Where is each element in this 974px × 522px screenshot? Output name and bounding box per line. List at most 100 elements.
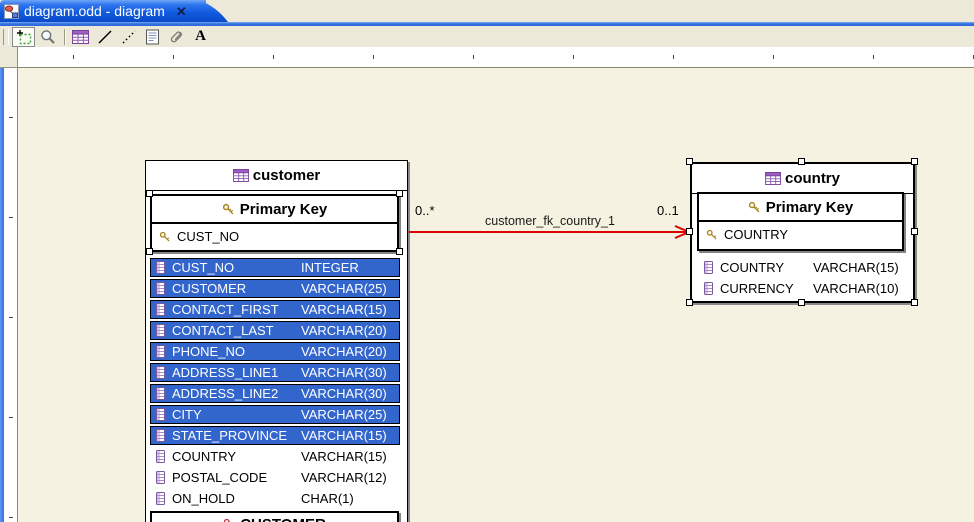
column-row[interactable]: CUST_NO INTEGER bbox=[150, 258, 400, 277]
column-name: ON_HOLD bbox=[172, 491, 235, 506]
column-type: VARCHAR(30) bbox=[301, 365, 387, 380]
column-type: VARCHAR(15) bbox=[301, 428, 387, 443]
entity-title: customer bbox=[252, 167, 321, 184]
table-icon bbox=[765, 172, 781, 185]
country-primary-key-box[interactable]: Primary Key COUNTRY bbox=[697, 192, 904, 251]
column-type: VARCHAR(10) bbox=[813, 281, 899, 296]
tab-close-icon[interactable]: ✕ bbox=[175, 3, 187, 19]
column-icon bbox=[156, 261, 165, 274]
tab-diagram[interactable]: diagram.odd - diagram ✕ bbox=[0, 0, 206, 22]
selection-handle[interactable] bbox=[146, 248, 153, 255]
column-name: CUSTOMER bbox=[172, 281, 247, 296]
selection-handle[interactable] bbox=[911, 299, 918, 306]
column-name: CUST_NO bbox=[172, 260, 235, 275]
column-row[interactable]: ON_HOLD CHAR(1) bbox=[150, 489, 400, 508]
selection-handle[interactable] bbox=[686, 228, 693, 235]
toolbar-grip[interactable] bbox=[3, 28, 9, 45]
horizontal-ruler[interactable] bbox=[18, 47, 974, 68]
column-icon bbox=[156, 345, 165, 358]
column-row[interactable]: POSTAL_CODE VARCHAR(12) bbox=[150, 468, 400, 487]
text-tool-icon: A bbox=[195, 28, 206, 44]
column-row[interactable]: CONTACT_LAST VARCHAR(20) bbox=[150, 321, 400, 340]
column-row[interactable]: CITY VARCHAR(25) bbox=[150, 405, 400, 424]
column-row[interactable]: CUSTOMER VARCHAR(25) bbox=[150, 279, 400, 298]
column-icon bbox=[156, 492, 165, 505]
selection-handle[interactable] bbox=[911, 158, 918, 165]
column-name: PHONE_NO bbox=[172, 344, 245, 359]
attachment-tool-button[interactable] bbox=[165, 27, 188, 47]
column-name: CONTACT_LAST bbox=[172, 323, 274, 338]
selection-handle[interactable] bbox=[396, 248, 403, 255]
primary-key-label: Primary Key bbox=[765, 198, 854, 216]
column-type: INTEGER bbox=[301, 260, 359, 275]
column-row[interactable]: ADDRESS_LINE2 VARCHAR(30) bbox=[150, 384, 400, 403]
primary-key-label: Primary Key bbox=[239, 200, 328, 218]
selection-handle[interactable] bbox=[798, 158, 805, 165]
column-icon bbox=[156, 324, 165, 337]
column-name: ADDRESS_LINE1 bbox=[172, 365, 279, 380]
line-tool-button[interactable] bbox=[93, 27, 116, 47]
column-type: VARCHAR(30) bbox=[301, 386, 387, 401]
vertical-ruler[interactable] bbox=[0, 68, 18, 522]
diagram-file-icon bbox=[4, 3, 19, 19]
selection-handle[interactable] bbox=[686, 158, 693, 165]
column-icon bbox=[156, 303, 165, 316]
editor-tab-bar: diagram.odd - diagram ✕ bbox=[0, 0, 974, 22]
selection-handle[interactable] bbox=[911, 228, 918, 235]
attachment-icon bbox=[169, 29, 185, 45]
table-tool-button[interactable] bbox=[69, 27, 92, 47]
column-name: CITY bbox=[172, 407, 202, 422]
column-icon bbox=[156, 429, 165, 442]
note-tool-button[interactable] bbox=[141, 27, 164, 47]
selection-handle[interactable] bbox=[146, 190, 153, 197]
relationship-name[interactable]: customer_fk_country_1 bbox=[485, 214, 615, 228]
primary-key-icon bbox=[222, 203, 235, 216]
primary-key-field-name: CUST_NO bbox=[177, 229, 240, 244]
column-name: CURRENCY bbox=[720, 281, 794, 296]
column-row[interactable]: ADDRESS_LINE1 VARCHAR(30) bbox=[150, 363, 400, 382]
text-tool-button[interactable]: A bbox=[189, 27, 212, 47]
extra-section-title: CUSTOMER bbox=[240, 516, 326, 522]
column-row[interactable]: STATE_PROVINCE VARCHAR(15) bbox=[150, 426, 400, 445]
table-icon bbox=[232, 169, 249, 182]
column-row[interactable]: COUNTRY VARCHAR(15) bbox=[698, 258, 908, 277]
country-columns: COUNTRY VARCHAR(15) CURRENCY VARCHAR(10) bbox=[698, 258, 908, 300]
marquee-select-button[interactable] bbox=[12, 26, 35, 47]
tab-title: diagram.odd - diagram bbox=[24, 3, 165, 19]
column-row[interactable]: CONTACT_FIRST VARCHAR(15) bbox=[150, 300, 400, 319]
column-icon bbox=[704, 282, 713, 295]
dashed-line-tool-button[interactable] bbox=[117, 27, 140, 47]
customer-columns: CUST_NO INTEGER CUSTOMER VARCHAR(25) CON… bbox=[150, 258, 400, 510]
column-type: CHAR(1) bbox=[301, 491, 354, 506]
selection-handle[interactable] bbox=[686, 299, 693, 306]
entity-customer-header[interactable]: customer bbox=[146, 161, 407, 191]
relationship-target-cardinality: 0..1 bbox=[657, 203, 679, 218]
column-type: VARCHAR(15) bbox=[301, 449, 387, 464]
column-name: STATE_PROVINCE bbox=[172, 428, 288, 443]
entity-country-header[interactable]: country bbox=[692, 164, 913, 194]
primary-key-field[interactable]: COUNTRY bbox=[699, 222, 902, 247]
key-icon bbox=[159, 231, 171, 243]
column-row[interactable]: COUNTRY VARCHAR(15) bbox=[150, 447, 400, 466]
relationship-line[interactable] bbox=[408, 231, 689, 233]
primary-key-header: Primary Key bbox=[699, 194, 902, 222]
marquee-select-icon bbox=[16, 29, 32, 45]
column-type: VARCHAR(12) bbox=[301, 470, 387, 485]
entity-customer[interactable]: customer Primary Key CUST_NO CUST_NO INT… bbox=[145, 160, 408, 522]
customer-extra-compartment[interactable]: CUSTOMER bbox=[150, 511, 399, 522]
relationship-source-cardinality: 0..* bbox=[415, 203, 435, 218]
column-name: CONTACT_FIRST bbox=[172, 302, 279, 317]
editor-edge-strip bbox=[0, 68, 4, 522]
primary-key-field[interactable]: CUST_NO bbox=[152, 224, 397, 249]
column-icon bbox=[156, 450, 165, 463]
column-type: VARCHAR(15) bbox=[813, 260, 899, 275]
entity-country[interactable]: country Primary Key COUNTRY COUNTRY VARC… bbox=[690, 162, 915, 303]
column-row[interactable]: CURRENCY VARCHAR(10) bbox=[698, 279, 908, 298]
column-name: COUNTRY bbox=[720, 260, 785, 275]
selection-handle[interactable] bbox=[396, 190, 403, 197]
selection-handle[interactable] bbox=[798, 299, 805, 306]
customer-primary-key-box[interactable]: Primary Key CUST_NO bbox=[150, 194, 399, 252]
zoom-button[interactable] bbox=[36, 27, 59, 47]
column-row[interactable]: PHONE_NO VARCHAR(20) bbox=[150, 342, 400, 361]
